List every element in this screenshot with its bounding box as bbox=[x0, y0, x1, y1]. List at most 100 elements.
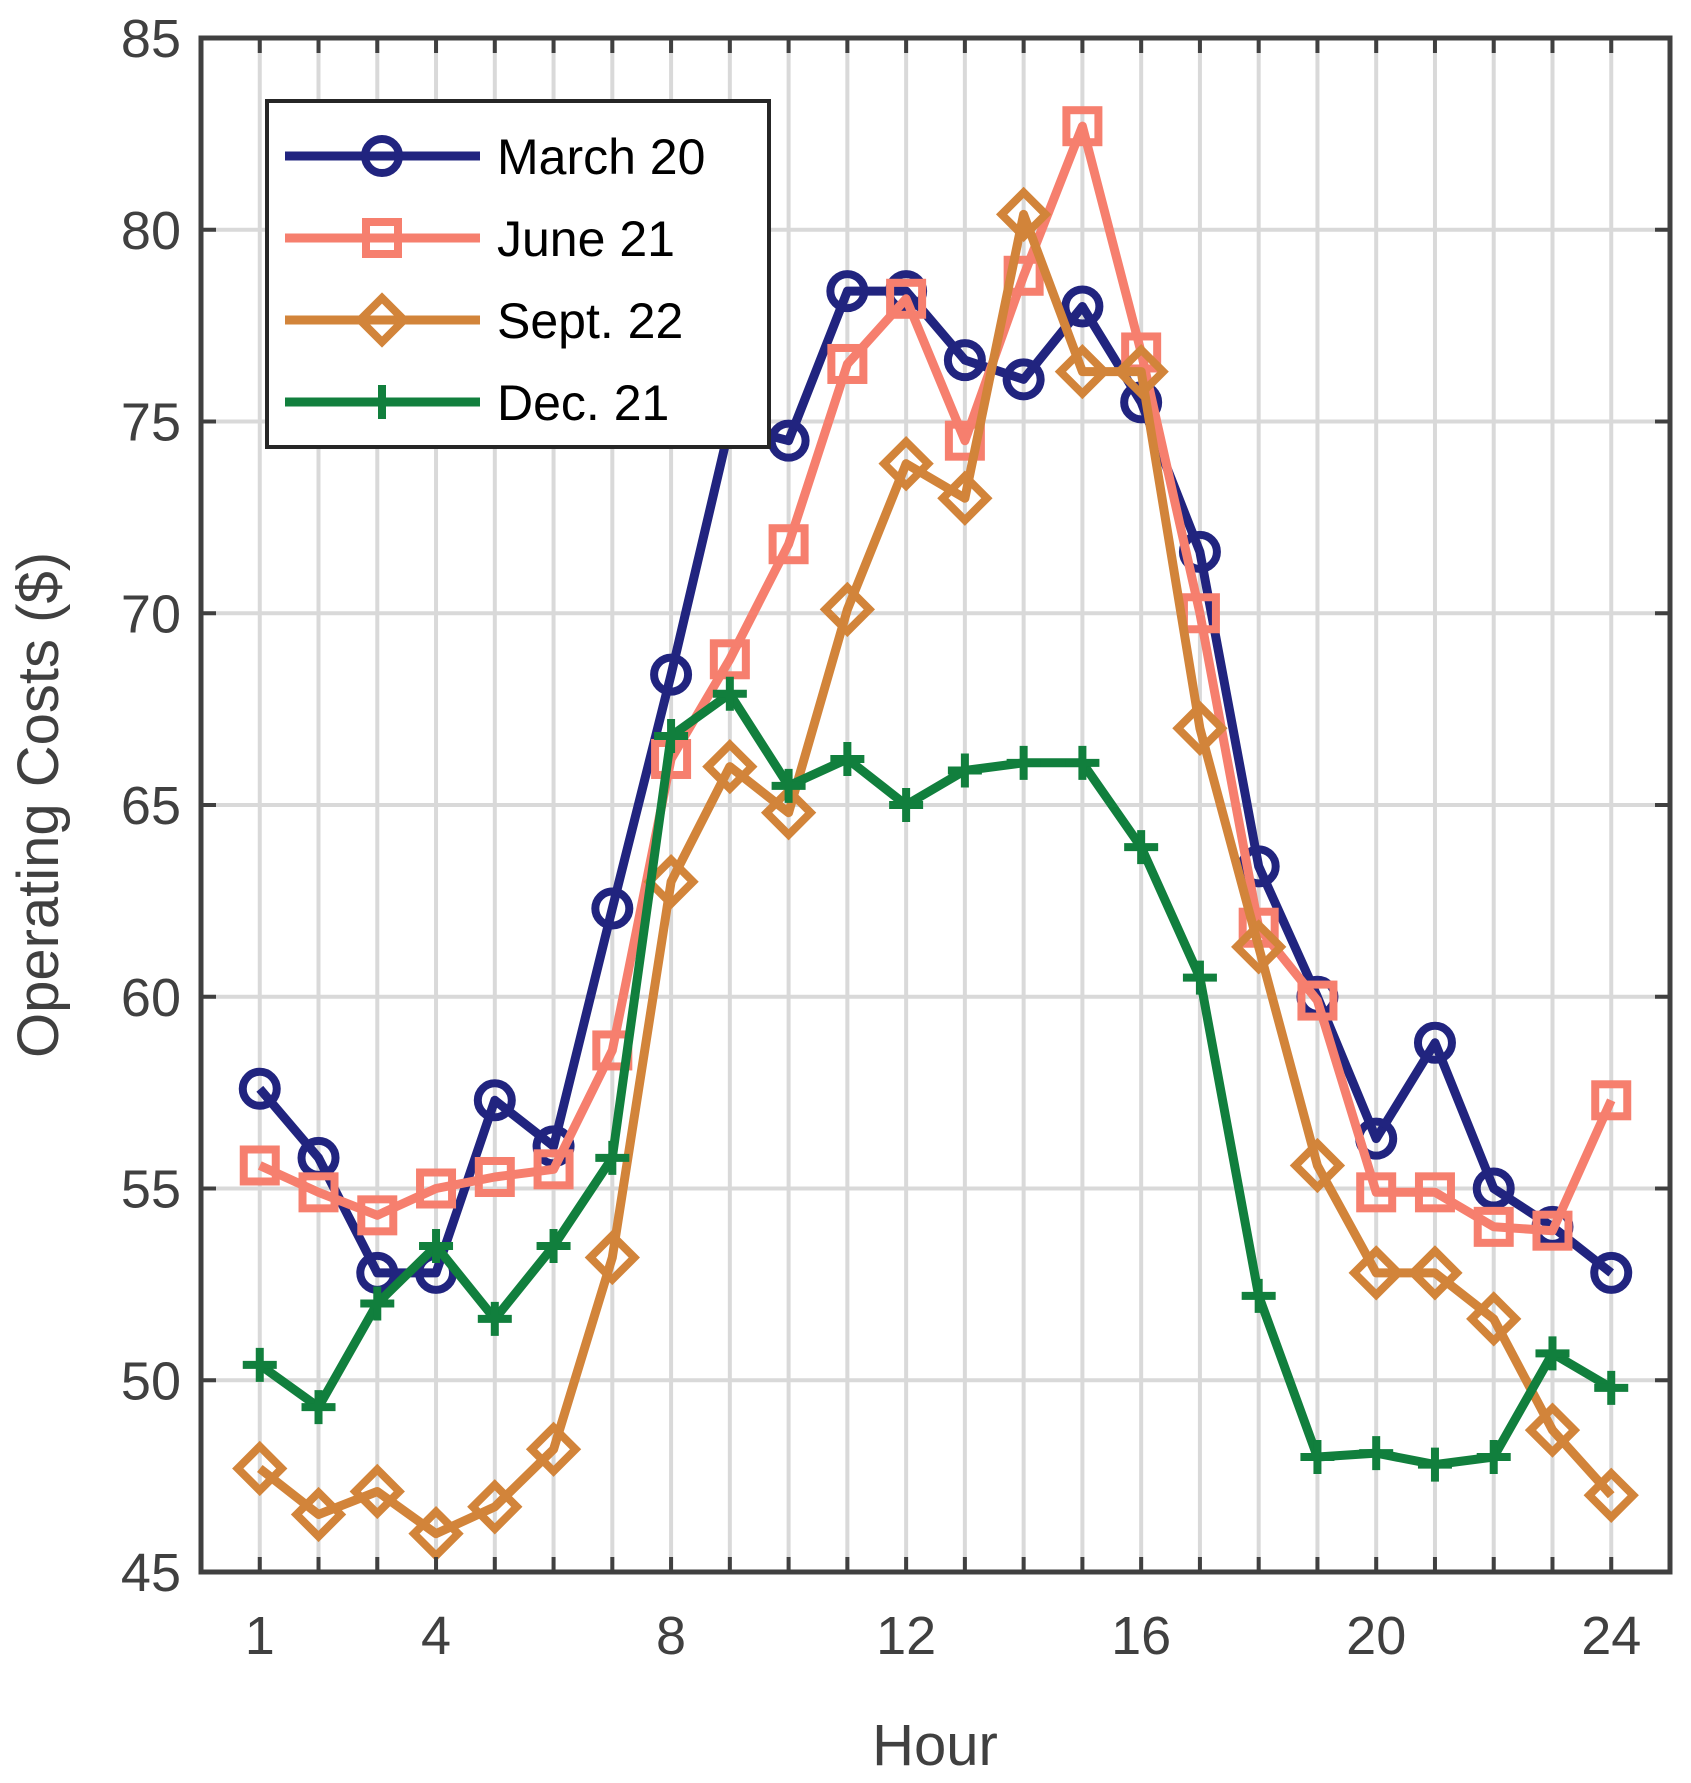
x-tick-label: 12 bbox=[876, 1606, 936, 1666]
data-point-march-20 bbox=[767, 419, 810, 462]
y-tick-label: 70 bbox=[121, 584, 181, 644]
series-layer bbox=[232, 106, 1639, 1562]
data-point-march-20 bbox=[473, 1079, 516, 1122]
x-axis-title: Hour bbox=[872, 1713, 998, 1778]
data-point-dec-21 bbox=[1300, 1439, 1335, 1474]
data-point-dec-21 bbox=[1241, 1278, 1276, 1313]
data-point-sept-22 bbox=[525, 1421, 582, 1477]
data-point-june-21 bbox=[474, 1156, 515, 1197]
data-point-sept-22 bbox=[467, 1479, 523, 1535]
y-tick-label: 55 bbox=[121, 1160, 181, 1220]
data-point-june-21 bbox=[357, 1195, 398, 1236]
data-point-june-21 bbox=[1473, 1206, 1514, 1247]
legend-label: Dec. 21 bbox=[497, 375, 669, 431]
data-point-june-21 bbox=[1062, 106, 1103, 147]
data-point-dec-21 bbox=[1182, 960, 1217, 995]
y-axis-title: Operating Costs ($) bbox=[6, 552, 71, 1058]
data-point-dec-21 bbox=[595, 1140, 630, 1175]
data-point-sept-22 bbox=[702, 738, 758, 795]
data-point-sept-22 bbox=[1231, 919, 1287, 975]
data-point-march-20 bbox=[591, 887, 634, 930]
data-point-march-20 bbox=[1472, 1167, 1515, 1210]
data-point-dec-21 bbox=[1476, 1439, 1511, 1474]
data-point-sept-22 bbox=[1407, 1245, 1463, 1301]
data-point-dec-21 bbox=[477, 1301, 512, 1336]
data-point-sept-22 bbox=[349, 1463, 405, 1520]
data-point-june-21 bbox=[1591, 1080, 1632, 1121]
data-point-sept-22 bbox=[232, 1440, 288, 1497]
data-point-sept-22 bbox=[1054, 343, 1111, 400]
data-point-june-21 bbox=[768, 524, 809, 565]
data-point-dec-21 bbox=[830, 741, 865, 776]
data-point-march-20 bbox=[1002, 358, 1045, 401]
legend-marker bbox=[365, 385, 399, 419]
y-tick-label: 75 bbox=[121, 393, 181, 453]
data-point-march-20 bbox=[1061, 285, 1104, 328]
x-tick-label: 4 bbox=[421, 1606, 451, 1666]
data-point-march-20 bbox=[943, 339, 986, 382]
legend-marker bbox=[354, 292, 410, 348]
x-tick-label: 20 bbox=[1346, 1606, 1406, 1666]
legend-entry-march-20: March 20 bbox=[285, 129, 705, 185]
data-point-sept-22 bbox=[1583, 1467, 1639, 1523]
data-point-june-21 bbox=[1356, 1172, 1397, 1213]
data-point-june-21 bbox=[239, 1145, 280, 1186]
data-point-june-21 bbox=[886, 278, 927, 319]
data-point-dec-21 bbox=[242, 1347, 277, 1382]
data-point-sept-22 bbox=[1289, 1137, 1346, 1194]
data-point-dec-21 bbox=[771, 768, 806, 803]
y-tick-label: 60 bbox=[121, 968, 181, 1028]
series-dec-21 bbox=[242, 676, 1629, 1482]
data-point-dec-21 bbox=[1006, 745, 1041, 780]
x-tick-label: 16 bbox=[1111, 1606, 1171, 1666]
data-point-dec-21 bbox=[1594, 1370, 1629, 1405]
data-point-sept-22 bbox=[1172, 700, 1228, 756]
series-line-sept-22 bbox=[257, 209, 1615, 1539]
legend-label: Sept. 22 bbox=[497, 293, 683, 349]
legend-entry-dec-21: Dec. 21 bbox=[285, 375, 669, 431]
data-point-sept-22 bbox=[878, 436, 934, 492]
data-point-sept-22 bbox=[937, 470, 993, 526]
x-tick-label: 8 bbox=[656, 1606, 686, 1666]
data-point-dec-21 bbox=[419, 1229, 454, 1264]
data-point-june-21 bbox=[298, 1172, 339, 1213]
data-point-march-20 bbox=[238, 1067, 281, 1110]
data-point-june-21 bbox=[1414, 1172, 1455, 1213]
legend: March 20 June 21 Sept. 22 Dec. 21 bbox=[265, 99, 771, 449]
data-point-sept-22 bbox=[643, 854, 699, 910]
data-point-dec-21 bbox=[889, 788, 924, 822]
data-point-june-21 bbox=[1532, 1210, 1573, 1251]
data-point-sept-22 bbox=[819, 581, 876, 638]
x-tick-label: 1 bbox=[245, 1606, 275, 1666]
data-point-dec-21 bbox=[654, 718, 689, 753]
data-point-june-21 bbox=[416, 1168, 457, 1209]
data-point-sept-22 bbox=[760, 785, 817, 841]
legend-marker bbox=[361, 135, 403, 177]
data-point-sept-22 bbox=[1113, 343, 1169, 400]
y-tick-label: 65 bbox=[121, 776, 181, 836]
ticks bbox=[201, 36, 1670, 1574]
data-point-dec-21 bbox=[1535, 1336, 1570, 1371]
legend-entry-june-21: June 21 bbox=[285, 211, 675, 267]
data-point-june-21 bbox=[1297, 980, 1338, 1021]
y-tick-label: 80 bbox=[121, 201, 181, 261]
data-point-dec-21 bbox=[1417, 1447, 1452, 1482]
data-point-sept-22 bbox=[584, 1229, 640, 1286]
data-point-june-21 bbox=[709, 639, 750, 680]
data-point-march-20 bbox=[1590, 1251, 1633, 1294]
y-tick-label: 85 bbox=[121, 9, 181, 69]
series-sept-22 bbox=[232, 186, 1639, 1562]
x-tick-label: 24 bbox=[1581, 1606, 1641, 1666]
legend-entry-sept-22: Sept. 22 bbox=[285, 292, 683, 349]
data-point-sept-22 bbox=[1524, 1402, 1581, 1458]
legend-label: June 21 bbox=[497, 211, 675, 267]
data-point-dec-21 bbox=[1359, 1436, 1394, 1471]
data-point-sept-22 bbox=[408, 1505, 464, 1562]
data-point-dec-21 bbox=[360, 1286, 395, 1321]
data-point-sept-22 bbox=[995, 186, 1052, 243]
data-point-march-20 bbox=[1413, 1021, 1456, 1064]
data-point-sept-22 bbox=[1466, 1291, 1522, 1347]
data-point-dec-21 bbox=[536, 1229, 571, 1264]
y-tick-label: 50 bbox=[121, 1351, 181, 1411]
